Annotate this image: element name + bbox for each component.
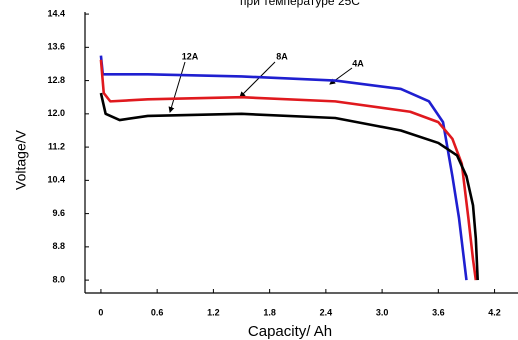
y-tick-label: 14.4 — [47, 8, 65, 18]
series-label: 12A — [182, 51, 199, 61]
series-label: 4A — [352, 58, 364, 68]
y-tick-label: 9.6 — [52, 208, 65, 218]
x-tick-label: 2.4 — [320, 307, 333, 317]
y-tick-label: 8.8 — [52, 241, 65, 251]
x-tick-label: 0.6 — [151, 307, 164, 317]
series-line — [99, 59, 478, 281]
y-axis-label: Voltage/V — [13, 129, 29, 190]
x-tick-label: 0 — [98, 307, 103, 317]
y-tick-label: 10.4 — [47, 175, 65, 185]
series-label: 8A — [276, 51, 288, 61]
y-tick-label: 13.6 — [47, 42, 65, 52]
annotation-arrow — [239, 61, 276, 98]
y-tick-label: 11.2 — [48, 141, 65, 151]
x-tick-label: 3.0 — [376, 307, 389, 317]
x-tick-label: 3.6 — [432, 307, 445, 317]
chart-title: при температуре 25С — [240, 0, 360, 8]
x-tick-label: 4.2 — [488, 307, 501, 317]
y-tick-label: 12.8 — [47, 75, 65, 85]
annotation-arrow — [168, 61, 186, 113]
x-axis-label: Capacity/ Ah — [248, 323, 332, 340]
series-line — [99, 55, 468, 281]
series-line — [99, 92, 479, 281]
y-tick-label: 12.0 — [47, 108, 65, 118]
x-tick-label: 1.8 — [263, 307, 276, 317]
x-tick-label: 1.2 — [207, 307, 220, 317]
y-tick-label: 8.0 — [52, 274, 65, 284]
